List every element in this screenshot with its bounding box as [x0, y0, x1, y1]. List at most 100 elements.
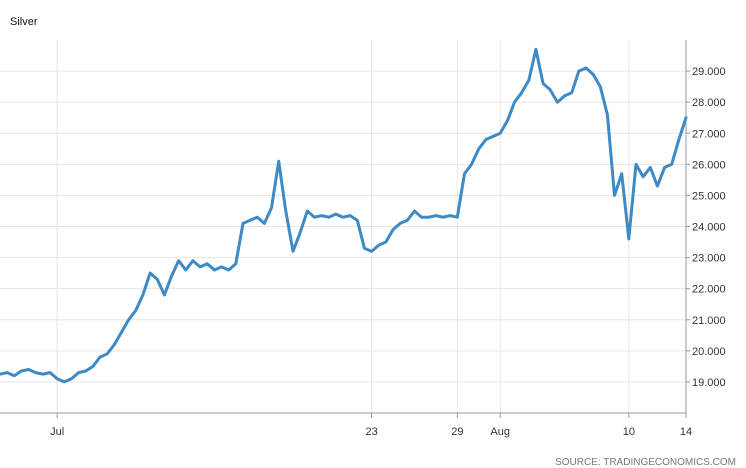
x-tick-label: 23	[365, 426, 377, 438]
data-point	[420, 216, 423, 219]
y-tick-label: 29.000	[692, 66, 726, 78]
data-point	[620, 172, 623, 175]
data-point	[213, 269, 216, 271]
data-point	[534, 48, 537, 51]
data-point	[141, 293, 144, 296]
data-point	[520, 91, 523, 94]
data-point	[220, 265, 223, 268]
y-tick-label: 19.000	[692, 377, 726, 389]
data-point	[227, 269, 230, 271]
data-point	[463, 172, 466, 175]
data-point	[392, 228, 394, 231]
data-point	[284, 210, 287, 212]
data-point	[577, 70, 580, 73]
chart-series	[0, 47, 688, 384]
data-point	[177, 259, 180, 262]
data-point	[377, 244, 380, 247]
y-tick-label: 20.000	[692, 346, 726, 358]
y-tick-label: 21.000	[692, 315, 726, 327]
data-point	[99, 356, 101, 359]
y-tick-label: 22.000	[692, 284, 726, 296]
data-point	[41, 373, 44, 376]
data-point	[685, 116, 687, 119]
x-tick-label: Jul	[50, 426, 64, 438]
data-point	[163, 293, 166, 296]
chart-grid	[0, 40, 687, 413]
data-point	[106, 352, 109, 355]
data-point	[320, 214, 323, 217]
data-point	[427, 216, 430, 219]
data-point	[670, 163, 673, 166]
data-point	[134, 309, 137, 312]
data-point	[70, 377, 73, 380]
data-point	[635, 163, 637, 166]
data-point	[470, 163, 473, 166]
x-tick-label: 29	[451, 426, 463, 438]
y-tick-label: 24.000	[692, 222, 726, 234]
y-tick-label: 28.000	[692, 97, 726, 109]
data-point	[434, 214, 437, 217]
chart-title: Silver	[10, 16, 38, 28]
data-point	[456, 216, 459, 219]
data-point	[599, 85, 602, 88]
data-point	[363, 247, 366, 250]
data-point	[449, 214, 452, 217]
data-point	[49, 371, 51, 374]
data-point	[34, 371, 37, 374]
data-point	[292, 250, 294, 253]
data-point	[256, 216, 259, 219]
y-axis-ticks: 19.000 20.000 21.000 22.000 23.000 24.000 25.0…	[686, 66, 726, 389]
data-point	[149, 272, 152, 275]
data-point	[506, 119, 509, 122]
data-point	[484, 138, 487, 141]
data-point	[663, 166, 666, 169]
data-point	[170, 275, 173, 278]
data-point	[477, 147, 480, 150]
data-point	[334, 213, 337, 216]
data-point	[191, 259, 194, 262]
data-point	[270, 206, 273, 209]
data-point	[627, 237, 630, 240]
x-tick-label: Aug	[490, 426, 510, 438]
data-point	[499, 132, 502, 135]
data-point	[327, 216, 330, 219]
data-point	[370, 250, 373, 253]
data-point	[406, 219, 409, 222]
data-point	[677, 138, 680, 141]
data-point	[413, 210, 416, 212]
data-point	[585, 67, 587, 69]
data-point	[592, 73, 595, 76]
data-point	[556, 101, 559, 104]
y-tick-label: 26.000	[692, 159, 726, 171]
data-point	[442, 216, 444, 219]
data-point	[384, 241, 387, 243]
data-point	[563, 94, 566, 97]
y-tick-label: 27.000	[692, 128, 726, 140]
data-point	[13, 374, 16, 377]
data-point	[356, 219, 359, 222]
data-point	[20, 370, 23, 372]
data-point	[206, 262, 209, 265]
data-point	[549, 88, 552, 91]
y-tick-label: 25.000	[692, 190, 726, 202]
data-point	[649, 166, 652, 169]
data-point	[570, 91, 573, 94]
data-point	[234, 262, 237, 265]
data-point	[0, 373, 1, 376]
data-point	[299, 231, 302, 234]
data-point	[399, 222, 402, 225]
data-point	[513, 101, 516, 104]
data-point	[184, 269, 187, 271]
data-point	[27, 368, 30, 371]
data-point	[249, 219, 252, 222]
data-point	[349, 214, 352, 217]
data-point	[656, 185, 659, 188]
data-point	[56, 377, 59, 380]
data-point	[84, 370, 87, 372]
x-tick-label: 10	[623, 426, 635, 438]
data-point	[642, 175, 645, 178]
chart-source: SOURCE: TRADINGECONOMICS.COM	[555, 457, 736, 468]
data-point	[6, 371, 9, 374]
data-point	[91, 365, 94, 368]
